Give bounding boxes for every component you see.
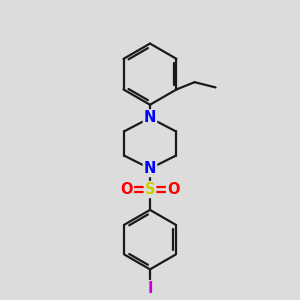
Text: S: S — [145, 182, 155, 197]
Text: I: I — [147, 281, 153, 296]
Text: N: N — [144, 161, 156, 176]
Text: O: O — [120, 182, 133, 197]
Text: O: O — [167, 182, 180, 197]
Text: N: N — [144, 110, 156, 125]
